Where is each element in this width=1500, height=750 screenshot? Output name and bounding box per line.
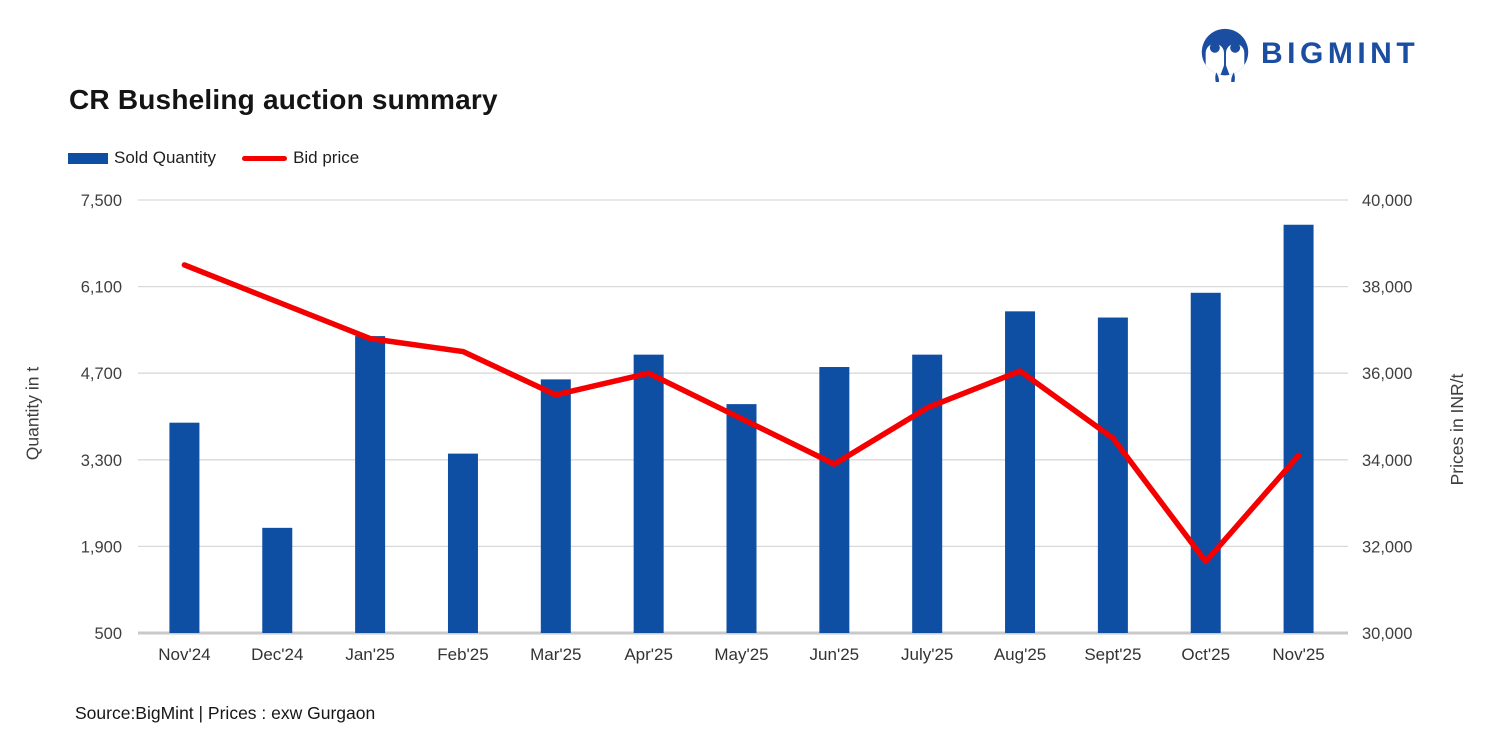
x-tick-label-Feb'25: Feb'25 bbox=[437, 645, 488, 664]
x-tick-label-Nov'24: Nov'24 bbox=[158, 645, 210, 664]
x-tick-label-July'25: July'25 bbox=[901, 645, 953, 664]
x-tick-label-Dec'24: Dec'24 bbox=[251, 645, 303, 664]
y-right-tick-label: 34,000 bbox=[1362, 452, 1412, 470]
y-left-tick-label: 4,700 bbox=[81, 365, 122, 383]
x-tick-label-Sept'25: Sept'25 bbox=[1084, 645, 1141, 664]
page-title: CR Busheling auction summary bbox=[69, 84, 498, 115]
bigmint-logo: BIGMINT bbox=[1196, 26, 1419, 82]
x-tick-label-Jan'25: Jan'25 bbox=[345, 645, 395, 664]
bar-July'25 bbox=[912, 354, 943, 633]
y-left-tick-label: 500 bbox=[94, 625, 122, 643]
x-tick-label-Apr'25: Apr'25 bbox=[624, 645, 673, 664]
y-left-tick-label: 1,900 bbox=[81, 538, 122, 556]
legend-label-sold-quantity: Sold Quantity bbox=[114, 148, 217, 167]
bar-Dec'24 bbox=[262, 527, 293, 633]
sold-quantity-swatch bbox=[68, 152, 108, 164]
x-tick-label-Oct'25: Oct'25 bbox=[1181, 645, 1230, 664]
x-tick-label-Mar'25: Mar'25 bbox=[530, 645, 581, 664]
x-tick-label-May'25: May'25 bbox=[714, 645, 768, 664]
y-left-tick-label: 6,100 bbox=[81, 279, 122, 297]
bid-price-line bbox=[181, 262, 1302, 565]
x-tick-label-Nov'25: Nov'25 bbox=[1272, 645, 1324, 664]
legend: Sold Quantity Bid price bbox=[68, 148, 359, 168]
x-tick-label-Aug'25: Aug'25 bbox=[994, 645, 1046, 664]
bar-Feb'25 bbox=[447, 453, 478, 633]
bid-price-swatch bbox=[242, 155, 288, 161]
bar-Nov'24 bbox=[169, 422, 200, 633]
y-right-tick-label: 40,000 bbox=[1362, 192, 1412, 210]
y-left-tick-label: 7,500 bbox=[81, 192, 122, 210]
bar-Apr'25 bbox=[633, 354, 664, 633]
bar-Sept'25 bbox=[1097, 317, 1128, 633]
bar-Nov'25 bbox=[1283, 224, 1314, 633]
y-right-tick-label: 32,000 bbox=[1362, 538, 1412, 556]
y-left-tick-label: 3,300 bbox=[81, 452, 122, 470]
legend-label-bid-price: Bid price bbox=[293, 148, 360, 167]
y-right-tick-label: 30,000 bbox=[1362, 625, 1412, 643]
y-right-tick-label: 38,000 bbox=[1362, 279, 1412, 297]
bar-Mar'25 bbox=[540, 379, 571, 633]
bar-May'25 bbox=[726, 404, 757, 633]
bigmint-logo-icon bbox=[1201, 28, 1249, 82]
source-note: Source:BigMint | Prices : exw Gurgaon bbox=[75, 703, 376, 723]
bar-Jan'25 bbox=[355, 336, 386, 633]
bar-Aug'25 bbox=[1005, 311, 1036, 633]
y-right-tick-label: 36,000 bbox=[1362, 365, 1412, 383]
x-tick-label-Jun'25: Jun'25 bbox=[810, 645, 860, 664]
bigmint-logo-text: BIGMINT bbox=[1261, 37, 1420, 70]
bar-Oct'25 bbox=[1190, 292, 1221, 633]
bar-Jun'25 bbox=[819, 367, 850, 633]
